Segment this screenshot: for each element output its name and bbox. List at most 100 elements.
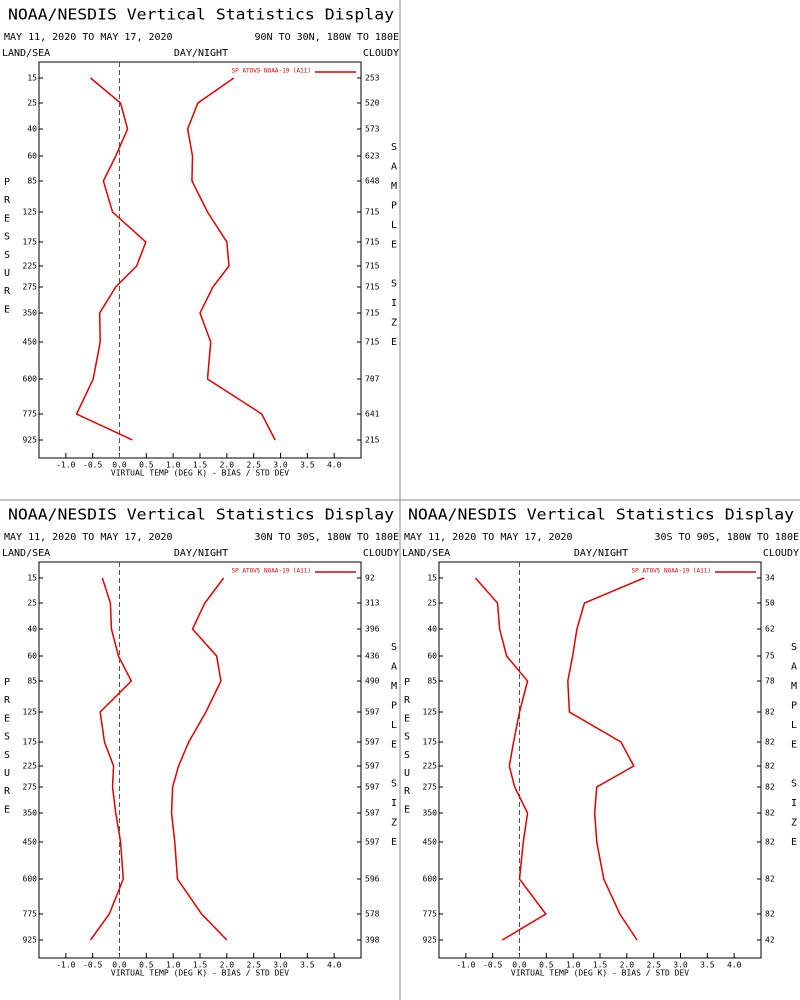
pressure-label: 275	[423, 783, 438, 792]
sample-size: 578	[365, 910, 380, 919]
legend-label: SP ATOVS NOAA-19 (A11)	[232, 68, 311, 75]
land-sea: LAND/SEA	[2, 48, 50, 59]
sample-size: 707	[365, 375, 380, 384]
pressure-label: 775	[23, 910, 38, 919]
pressure-label: 275	[23, 783, 38, 792]
chart-panel: NOAA/NESDIS Vertical Statistics Display M…	[2, 6, 399, 478]
x-tick-label: 0.5	[539, 961, 554, 970]
x-tick-label: 1.5	[593, 961, 608, 970]
sample-size: 597	[365, 762, 380, 771]
x-tick-label: 1.0	[166, 461, 181, 470]
x-tick-label: -0.5	[483, 961, 502, 970]
chart-panel: NOAA/NESDIS Vertical Statistics Display M…	[2, 506, 399, 978]
x-tick-label: 0.5	[139, 461, 154, 470]
date-range: MAY 11, 2020 TO MAY 17, 2020	[4, 532, 173, 543]
std_dev-line	[186, 77, 276, 441]
x-tick-label: 3.0	[273, 461, 288, 470]
land-sea: LAND/SEA	[2, 548, 50, 559]
x-tick-label: -1.0	[56, 461, 75, 470]
sample-size: 623	[365, 152, 380, 161]
pressure-label: 350	[423, 809, 438, 818]
pressure-label: 925	[423, 936, 438, 945]
sample-size: 82	[765, 910, 775, 919]
x-tick-label: 2.0	[620, 961, 635, 970]
pressure-label: 775	[423, 910, 438, 919]
date-range: MAY 11, 2020 TO MAY 17, 2020	[4, 32, 173, 43]
sample-size: 715	[365, 283, 380, 292]
pressure-label: 15	[27, 574, 37, 583]
day-night: DAY/NIGHT	[174, 48, 228, 59]
pressure-label: 85	[427, 677, 437, 686]
sample-size: 520	[365, 99, 380, 108]
pressure-label: 925	[23, 436, 38, 445]
x-tick-label: 3.5	[700, 961, 715, 970]
sample-size: 82	[765, 762, 775, 771]
x-tick-label: 1.0	[166, 961, 181, 970]
sample-size: 82	[765, 708, 775, 717]
x-tick-label: 4.0	[727, 961, 742, 970]
x-tick-label: 0.0	[512, 961, 527, 970]
x-tick-label: 1.0	[566, 961, 581, 970]
pressure-label: 85	[27, 177, 37, 186]
pressure-label: 225	[423, 762, 438, 771]
x-tick-label: 3.5	[300, 961, 315, 970]
chart-title: NOAA/NESDIS Vertical Statistics Display	[8, 506, 394, 524]
pressure-label: 15	[427, 574, 437, 583]
date-range: MAY 11, 2020 TO MAY 17, 2020	[404, 532, 573, 543]
region: 90N TO 30N, 180W TO 180E	[255, 32, 400, 43]
pressure-label: 600	[23, 875, 38, 884]
pressure-label: 175	[23, 738, 38, 747]
x-tick-label: -1.0	[456, 961, 475, 970]
x-tick-label: 0.0	[112, 961, 127, 970]
region: 30N TO 30S, 180W TO 180E	[255, 532, 400, 543]
x-tick-label: -1.0	[56, 961, 75, 970]
x-tick-label: 1.5	[193, 961, 208, 970]
pressure-label: 60	[27, 152, 37, 161]
sample-size: 82	[765, 809, 775, 818]
pressure-label: 275	[23, 283, 38, 292]
sample-size: 313	[365, 599, 380, 608]
sample-size: 75	[765, 652, 775, 661]
pressure-label: 450	[23, 338, 38, 347]
x-tick-label: 3.5	[300, 461, 315, 470]
pressure-label: 60	[27, 652, 37, 661]
pressure-label: 350	[23, 809, 38, 818]
sample-size: 715	[365, 262, 380, 271]
pressure-label: 125	[423, 708, 438, 717]
pressure-label: 225	[23, 262, 38, 271]
sample-size: 490	[365, 677, 380, 686]
x-axis-label: VIRTUAL TEMP (DEG K) - BIAS / STD DEV	[511, 969, 689, 978]
land-sea: LAND/SEA	[402, 548, 450, 559]
sample-size: 92	[365, 574, 375, 583]
x-tick-label: 3.0	[273, 961, 288, 970]
bias-line	[75, 77, 147, 441]
sample-size: 573	[365, 125, 380, 134]
pressure-label: 125	[23, 708, 38, 717]
sample-size: 641	[365, 410, 380, 419]
x-tick-label: -0.5	[83, 461, 102, 470]
pressure-label: 25	[27, 599, 37, 608]
day-night: DAY/NIGHT	[574, 548, 628, 559]
day-night: DAY/NIGHT	[174, 548, 228, 559]
x-axis-label: VIRTUAL TEMP (DEG K) - BIAS / STD DEV	[111, 969, 289, 978]
x-tick-label: 0.5	[139, 961, 154, 970]
x-tick-label: 0.0	[112, 461, 127, 470]
cloud: CLOUDY	[763, 548, 799, 559]
x-tick-label: 2.5	[246, 961, 261, 970]
pressure-label: 125	[23, 208, 38, 217]
pressure-label: 600	[423, 875, 438, 884]
legend-label: SP ATOVS NOAA-19 (A11)	[632, 568, 711, 575]
pressure-label: 15	[27, 74, 37, 83]
x-tick-label: 1.5	[193, 461, 208, 470]
sample-size: 597	[365, 809, 380, 818]
bias-line	[474, 577, 547, 941]
sample-size: 436	[365, 652, 380, 661]
cloud: CLOUDY	[363, 548, 399, 559]
x-axis-label: VIRTUAL TEMP (DEG K) - BIAS / STD DEV	[111, 469, 289, 478]
x-tick-label: 2.5	[646, 961, 661, 970]
region: 30S TO 90S, 180W TO 180E	[655, 532, 800, 543]
